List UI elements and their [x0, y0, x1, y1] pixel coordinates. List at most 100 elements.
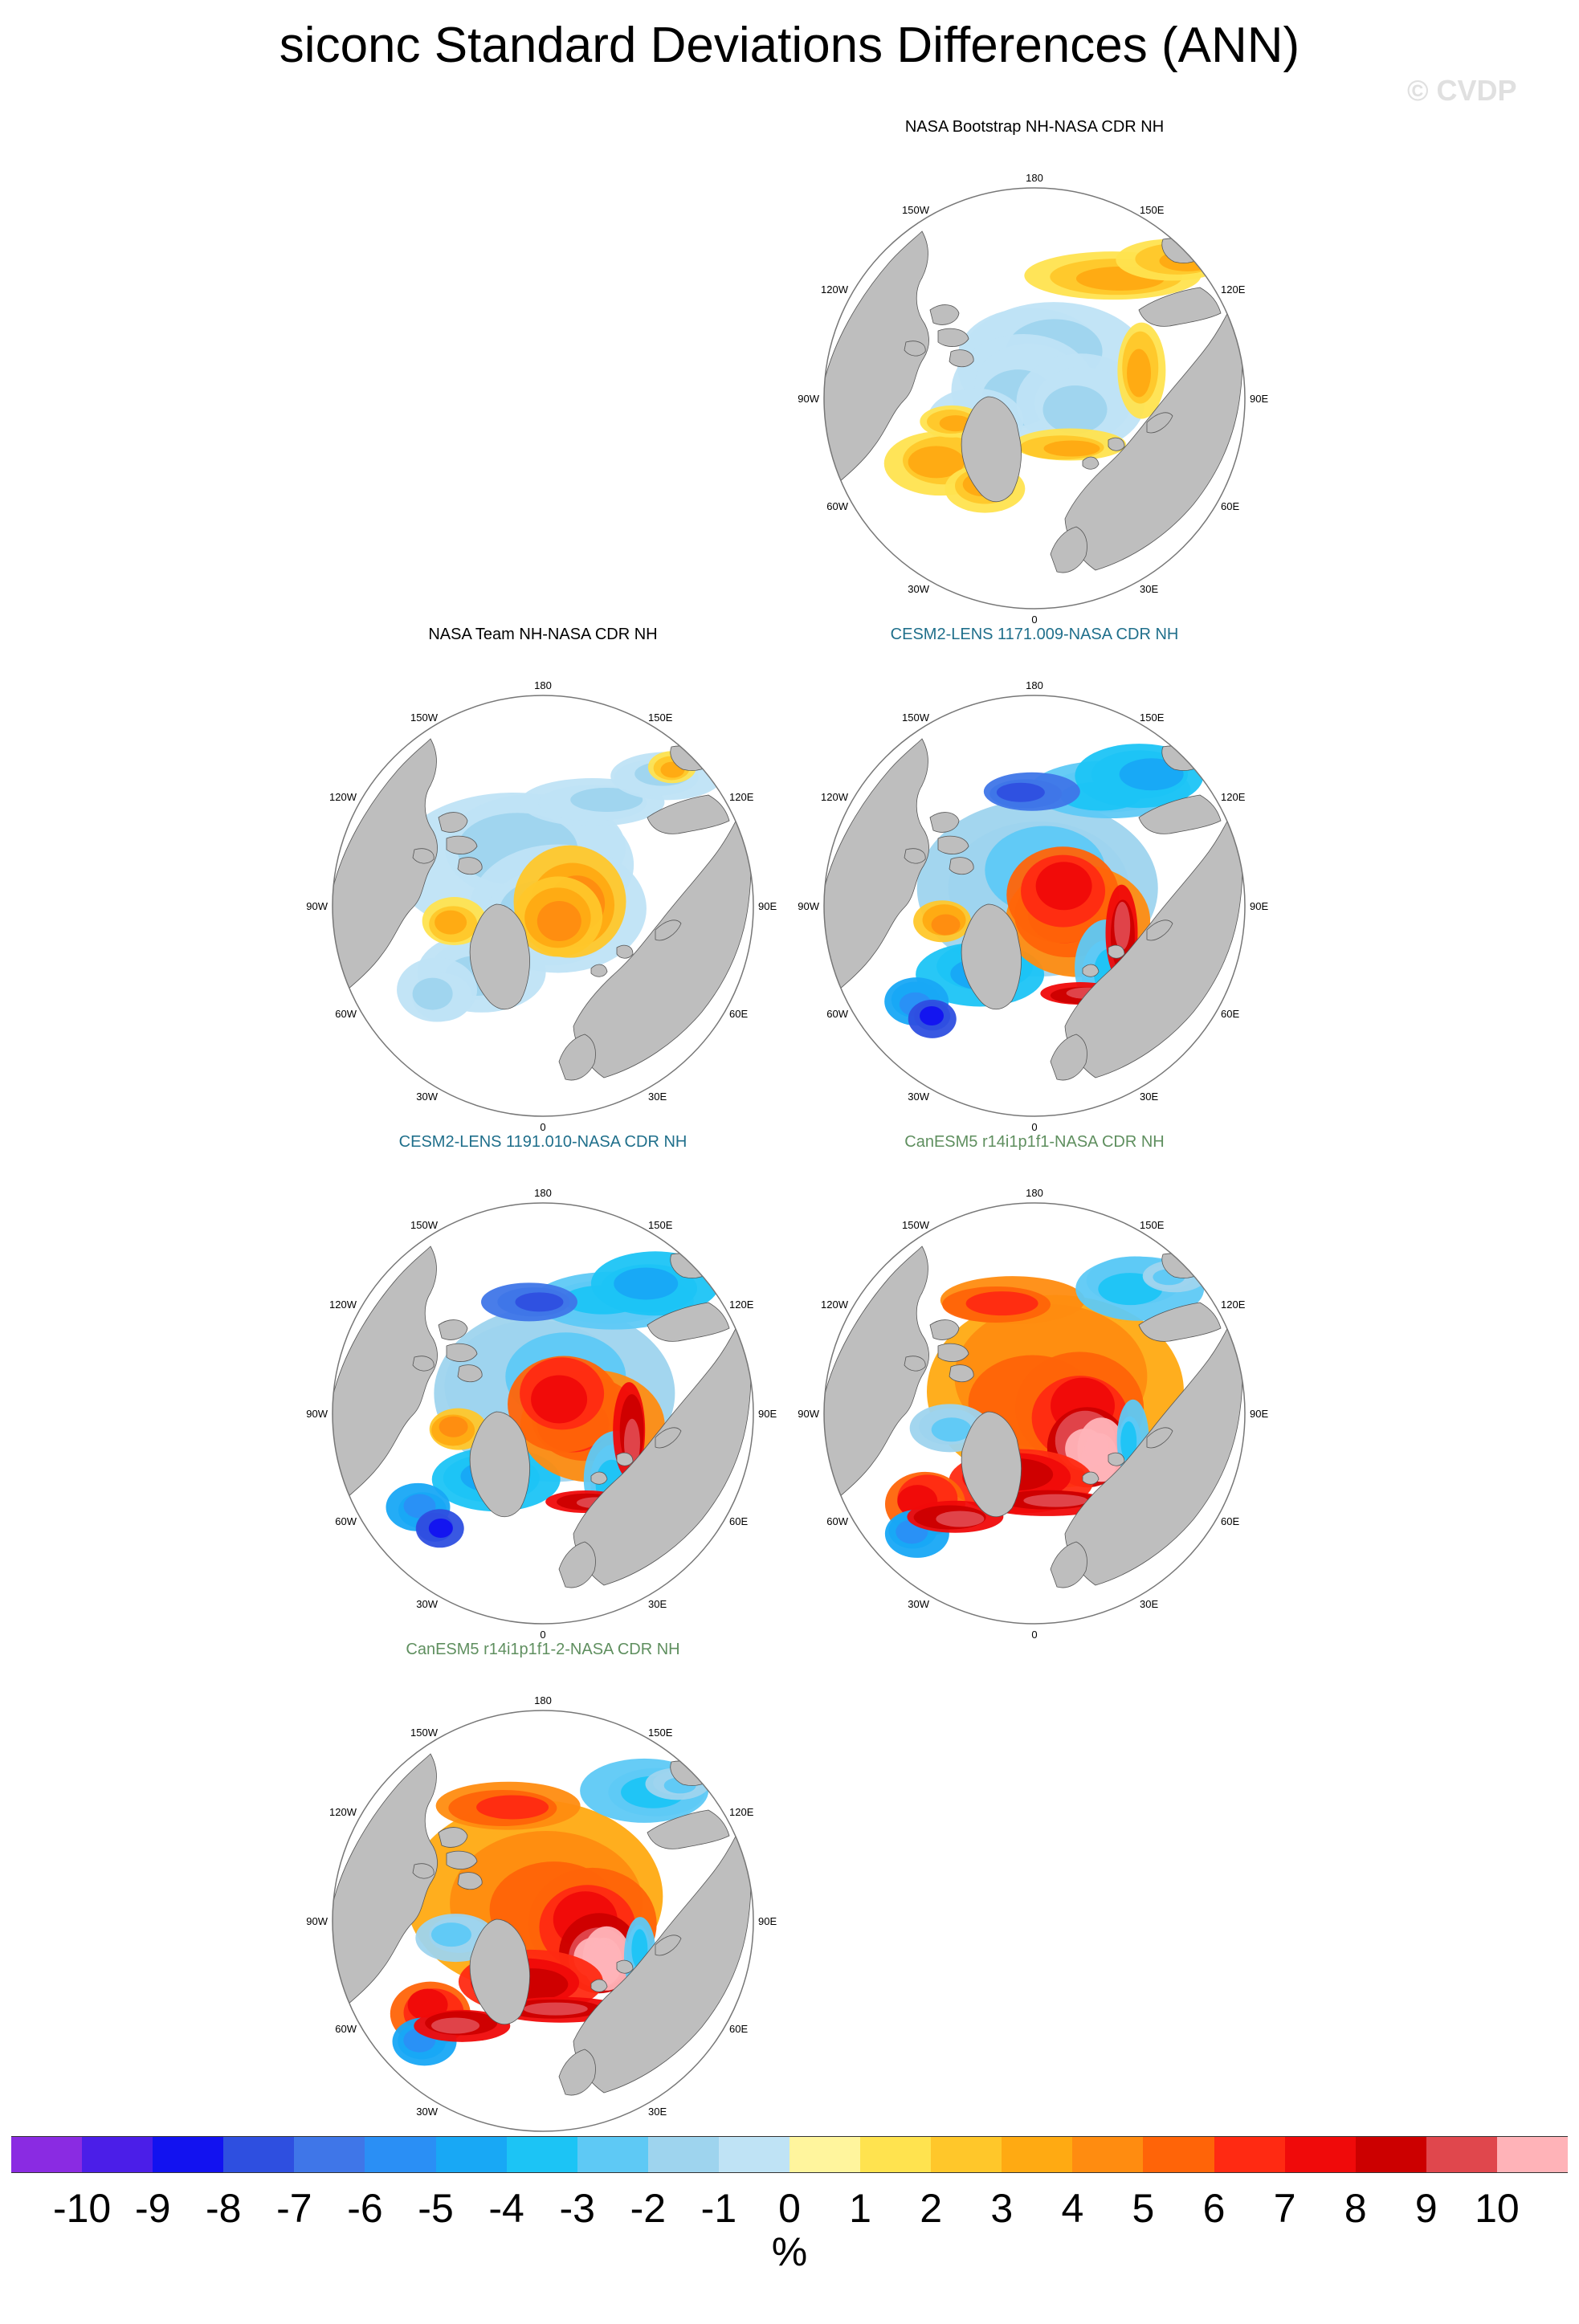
longitude-label-top-left: 150W: [902, 1219, 930, 1231]
longitude-label-right: 90E: [758, 900, 777, 912]
land-mass: [1108, 944, 1125, 959]
map-boundary: [823, 695, 1246, 1117]
colorbar-bin: [931, 2136, 1002, 2173]
longitude-label-lower-right: 60E: [729, 1515, 748, 1527]
colorbar-tick-label: -2: [630, 2186, 667, 2231]
panel-cesm1171: CESM2-LENS 1171.009-NASA CDR NH 180 150W 1…: [798, 625, 1268, 1147]
longitude-label-upper-left: 120W: [821, 791, 849, 803]
ice-anomaly-cell: [531, 1375, 588, 1424]
land-mass: [1138, 794, 1222, 834]
land-mass: [616, 1452, 634, 1466]
land-mass: [937, 1343, 969, 1362]
land-mass: [961, 903, 1022, 1010]
land-mass: [1108, 437, 1125, 451]
land-mass: [590, 1471, 608, 1485]
colorbar-bin: [718, 2136, 790, 2173]
land-mass: [824, 1246, 929, 1502]
land-mass: [333, 738, 438, 995]
longitude-label-upper-right: 120E: [1221, 1299, 1246, 1311]
land-mass: [655, 919, 682, 941]
colorbar-unit: %: [771, 2229, 808, 2274]
longitude-label-upper-left: 120W: [821, 1299, 849, 1311]
longitude-label-lower-right: 60E: [1221, 1515, 1239, 1527]
ice-anomaly-cell: [1120, 1421, 1137, 1462]
colorbar-bin: [506, 2136, 578, 2173]
longitude-label-top-left: 150W: [410, 1727, 439, 1739]
colorbar-bin: [1426, 2136, 1498, 2173]
panel-title: CESM2-LENS 1171.009-NASA CDR NH: [890, 626, 1179, 643]
land-mass: [446, 1850, 478, 1869]
longitude-label-top-left: 150W: [410, 711, 439, 724]
colorbar-tick-label: -10: [52, 2186, 112, 2231]
map-boundary: [332, 695, 754, 1117]
longitude-label-upper-right: 120E: [1221, 283, 1246, 296]
longitude-label-bottom-right: 30E: [648, 1598, 667, 1610]
colorbar-bin: [1214, 2136, 1286, 2173]
panel-title: NASA Team NH-NASA CDR NH: [428, 626, 658, 643]
land-mass: [1082, 1471, 1100, 1485]
land-mass: [438, 812, 468, 833]
longitude-label-bottom-right: 30E: [1140, 1091, 1158, 1103]
longitude-label-upper-left: 120W: [821, 283, 849, 296]
colorbar-bin: [153, 2136, 224, 2173]
colorbar-bin: [11, 2136, 83, 2173]
land-mass: [412, 1863, 435, 1879]
longitude-label-upper-right: 120E: [729, 1299, 754, 1311]
longitude-label-lower-right: 60E: [729, 1008, 748, 1020]
land-mass: [446, 835, 478, 854]
map-boundary: [823, 187, 1246, 610]
panel-canesm2: CanESM5 r14i1p1f1-2-NASA CDR NH 180 150W 1…: [306, 1640, 777, 2162]
ice-anomaly-cell: [1114, 902, 1131, 951]
land-mass: [1138, 287, 1222, 327]
land-mass: [1146, 1427, 1173, 1449]
longitude-label-bottom-left: 30W: [416, 1091, 438, 1103]
longitude-label-top-right: 150E: [648, 711, 673, 724]
colorbar-bin: [435, 2136, 508, 2173]
ice-anomaly-cell: [431, 2017, 480, 2034]
longitude-label-bottom: 0: [1031, 1629, 1037, 1641]
land-mass: [647, 1302, 730, 1342]
land-mass: [904, 1356, 926, 1372]
colorbar-tick-label: -7: [276, 2186, 312, 2231]
colorbar-bin: [223, 2136, 295, 2173]
colorbar-bin: [1002, 2136, 1073, 2173]
ice-anomaly-cell: [920, 1005, 945, 1025]
longitude-label-bottom-left: 30W: [908, 583, 929, 595]
colorbar-tick-label: 4: [1061, 2186, 1084, 2231]
ice-anomaly-cell: [594, 1944, 619, 1977]
colorbar-bin: [294, 2136, 365, 2173]
land-mass: [558, 1034, 596, 1081]
ice-anomaly-cell: [537, 901, 581, 942]
longitude-label-bottom-left: 30W: [416, 2106, 438, 2118]
land-mass: [1108, 1452, 1125, 1466]
map-boundary: [332, 1710, 754, 2132]
longitude-label-bottom: 0: [1031, 1121, 1037, 1133]
colorbar-tick-label: -1: [700, 2186, 737, 2231]
colorbar-tick-label: 10: [1475, 2186, 1520, 2231]
panel-cesm1191: CESM2-LENS 1191.010-NASA CDR NH 180 150W 1…: [306, 1132, 777, 1654]
longitude-label-top-right: 150E: [648, 1727, 673, 1739]
ice-anomaly-cell: [965, 1291, 1038, 1316]
ice-anomaly-cell: [908, 446, 965, 479]
longitude-label-top: 180: [1026, 1187, 1043, 1199]
longitude-label-right: 90E: [1250, 393, 1268, 405]
longitude-label-lower-right: 60E: [729, 2023, 748, 2035]
longitude-label-right: 90E: [758, 1408, 777, 1420]
land-mass: [949, 857, 974, 875]
ice-anomaly-cell: [515, 1292, 564, 1312]
land-mass: [961, 396, 1022, 503]
longitude-label-upper-left: 120W: [329, 1806, 357, 1818]
colorbar-tick-label: 1: [849, 2186, 871, 2231]
panel-title: NASA Bootstrap NH-NASA CDR NH: [904, 118, 1165, 136]
colorbar-tick-label: -4: [488, 2186, 524, 2231]
longitude-label-upper-right: 120E: [1221, 791, 1246, 803]
land-mass: [616, 944, 634, 959]
longitude-label-bottom-right: 30E: [648, 2106, 667, 2118]
land-mass: [558, 1541, 596, 1588]
land-mass: [824, 230, 929, 487]
colorbar-tick-label: -8: [206, 2186, 242, 2231]
panel-title: CESM2-LENS 1191.010-NASA CDR NH: [398, 1133, 687, 1151]
